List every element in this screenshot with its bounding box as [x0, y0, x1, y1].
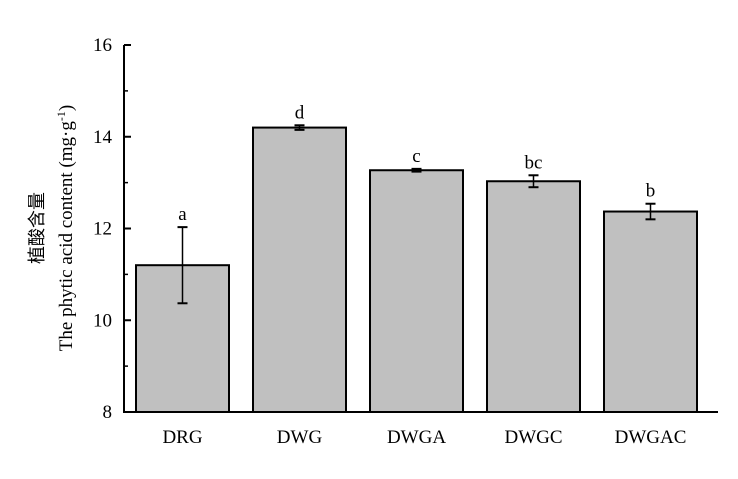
y-tick-label-14: 14	[93, 127, 113, 148]
y-axis-label-main: The phytic acid content (mg·g	[56, 121, 77, 352]
bar-dwg	[252, 126, 347, 413]
significance-label-drg: a	[178, 204, 187, 225]
y-axis-label: The phytic acid content (mg·g-1)	[54, 105, 77, 351]
category-label-dwg: DWG	[277, 427, 323, 448]
significance-label-dwg: d	[295, 102, 305, 123]
category-label-drg: DRG	[162, 427, 202, 448]
y-tick-label-10: 10	[93, 310, 112, 331]
bar-dwgc	[486, 180, 581, 413]
significance-label-dwga: c	[412, 146, 420, 167]
y-tick-label-16: 16	[93, 35, 112, 56]
bar-dwgac	[603, 210, 698, 413]
y-tick-label-8: 8	[103, 402, 113, 423]
bar-dwga	[369, 169, 464, 413]
category-label-dwga: DWGA	[387, 427, 446, 448]
y-axis-label-cn: 植酸含量	[27, 192, 48, 264]
category-label-dwgc: DWGC	[504, 427, 562, 448]
y-axis-label-sup: -1	[54, 111, 68, 121]
y-tick-label-12: 12	[93, 219, 112, 240]
significance-label-dwgc: bc	[525, 152, 543, 173]
plot-area: a DRG d DWG c DWGA bc DWGC b DWGAC 8 10 12 14 16	[93, 35, 718, 448]
significance-label-dwgac: b	[646, 181, 656, 202]
y-axis-label-end: )	[56, 105, 77, 111]
category-label-dwgac: DWGAC	[615, 427, 687, 448]
